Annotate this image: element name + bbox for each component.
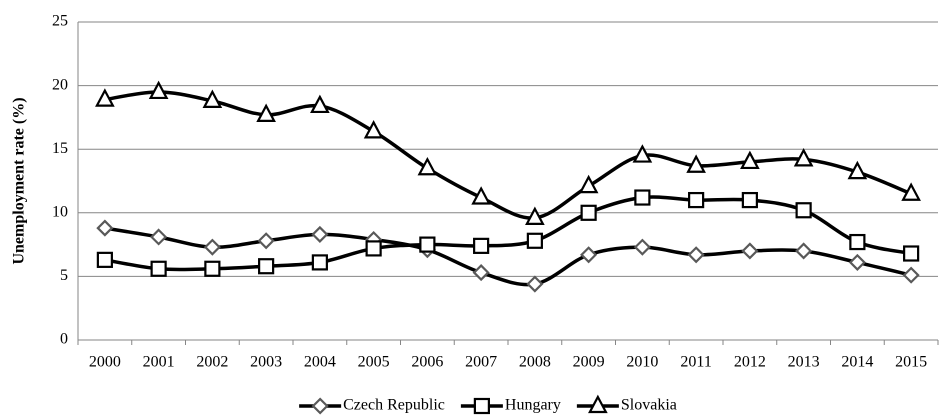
point xyxy=(473,237,490,254)
point xyxy=(634,189,651,206)
point xyxy=(526,275,544,293)
point xyxy=(526,232,543,249)
point xyxy=(311,225,329,243)
x-tick-label: 2010 xyxy=(626,354,658,371)
point xyxy=(525,206,545,225)
x-tick-label: 2014 xyxy=(841,354,873,371)
point xyxy=(363,120,384,139)
legend-marker xyxy=(473,397,490,415)
point xyxy=(258,258,275,275)
point xyxy=(256,103,276,122)
point xyxy=(849,233,866,251)
series xyxy=(96,189,920,277)
x-tick-label: 2013 xyxy=(788,354,820,371)
point xyxy=(311,254,328,271)
point xyxy=(740,150,760,170)
y-tick-label: 5 xyxy=(60,267,68,284)
x-tick-label: 2009 xyxy=(573,354,605,371)
point xyxy=(580,246,598,264)
point xyxy=(472,264,490,282)
point xyxy=(795,242,813,260)
y-tick-label: 10 xyxy=(52,203,68,220)
y-tick-label: 15 xyxy=(52,140,68,157)
legend-label: Hungary xyxy=(505,397,561,414)
x-tick-label: 2011 xyxy=(680,354,711,371)
point xyxy=(686,154,706,173)
x-tick-label: 2004 xyxy=(304,354,336,371)
point xyxy=(688,191,705,209)
y-tick-label: 0 xyxy=(60,331,68,348)
x-tick-label: 2003 xyxy=(250,354,282,371)
point xyxy=(471,186,491,205)
point xyxy=(417,156,438,176)
legend-label: Czech Republic xyxy=(343,397,445,414)
y-tick-label: 25 xyxy=(52,13,68,30)
point xyxy=(365,240,382,257)
series xyxy=(96,219,920,293)
point xyxy=(633,238,651,256)
point xyxy=(203,238,221,256)
legend-marker xyxy=(588,394,608,414)
point xyxy=(901,182,921,201)
series-line xyxy=(104,195,912,272)
y-axis-title: Unemployment rate (%) xyxy=(11,97,28,264)
series-line xyxy=(104,90,912,220)
point xyxy=(96,251,113,268)
point xyxy=(150,228,168,246)
point xyxy=(903,245,920,262)
point xyxy=(96,219,114,237)
point xyxy=(902,266,920,284)
series-line xyxy=(104,226,912,287)
legend: Czech Republic Hungary Slovakia xyxy=(299,394,677,415)
point xyxy=(202,89,223,108)
point xyxy=(795,202,812,219)
legend-label: Slovakia xyxy=(621,397,677,414)
point xyxy=(632,144,653,163)
point xyxy=(204,260,221,277)
x-tick-label: 2007 xyxy=(465,354,497,371)
point xyxy=(95,88,115,107)
x-tick-label: 2008 xyxy=(519,354,551,371)
x-tick-label: 2015 xyxy=(895,354,927,371)
point xyxy=(150,260,167,277)
point xyxy=(741,191,758,209)
x-tick-label: 2006 xyxy=(411,354,443,371)
point xyxy=(419,236,436,253)
point xyxy=(578,174,599,194)
point xyxy=(687,246,705,264)
x-tick-label: 2005 xyxy=(358,354,390,371)
x-tick-label: 2001 xyxy=(143,354,175,371)
series xyxy=(95,80,921,225)
point xyxy=(741,242,759,260)
x-tick-label: 2002 xyxy=(196,354,228,371)
point xyxy=(793,148,814,167)
point xyxy=(847,160,868,180)
point xyxy=(148,80,169,100)
y-tick-label: 20 xyxy=(52,76,68,93)
legend-marker xyxy=(311,397,329,415)
x-tick-label: 2000 xyxy=(89,354,121,371)
point xyxy=(848,253,866,271)
x-tick-label: 2012 xyxy=(734,354,766,371)
point xyxy=(310,94,330,114)
point xyxy=(580,204,597,221)
point xyxy=(257,232,275,250)
